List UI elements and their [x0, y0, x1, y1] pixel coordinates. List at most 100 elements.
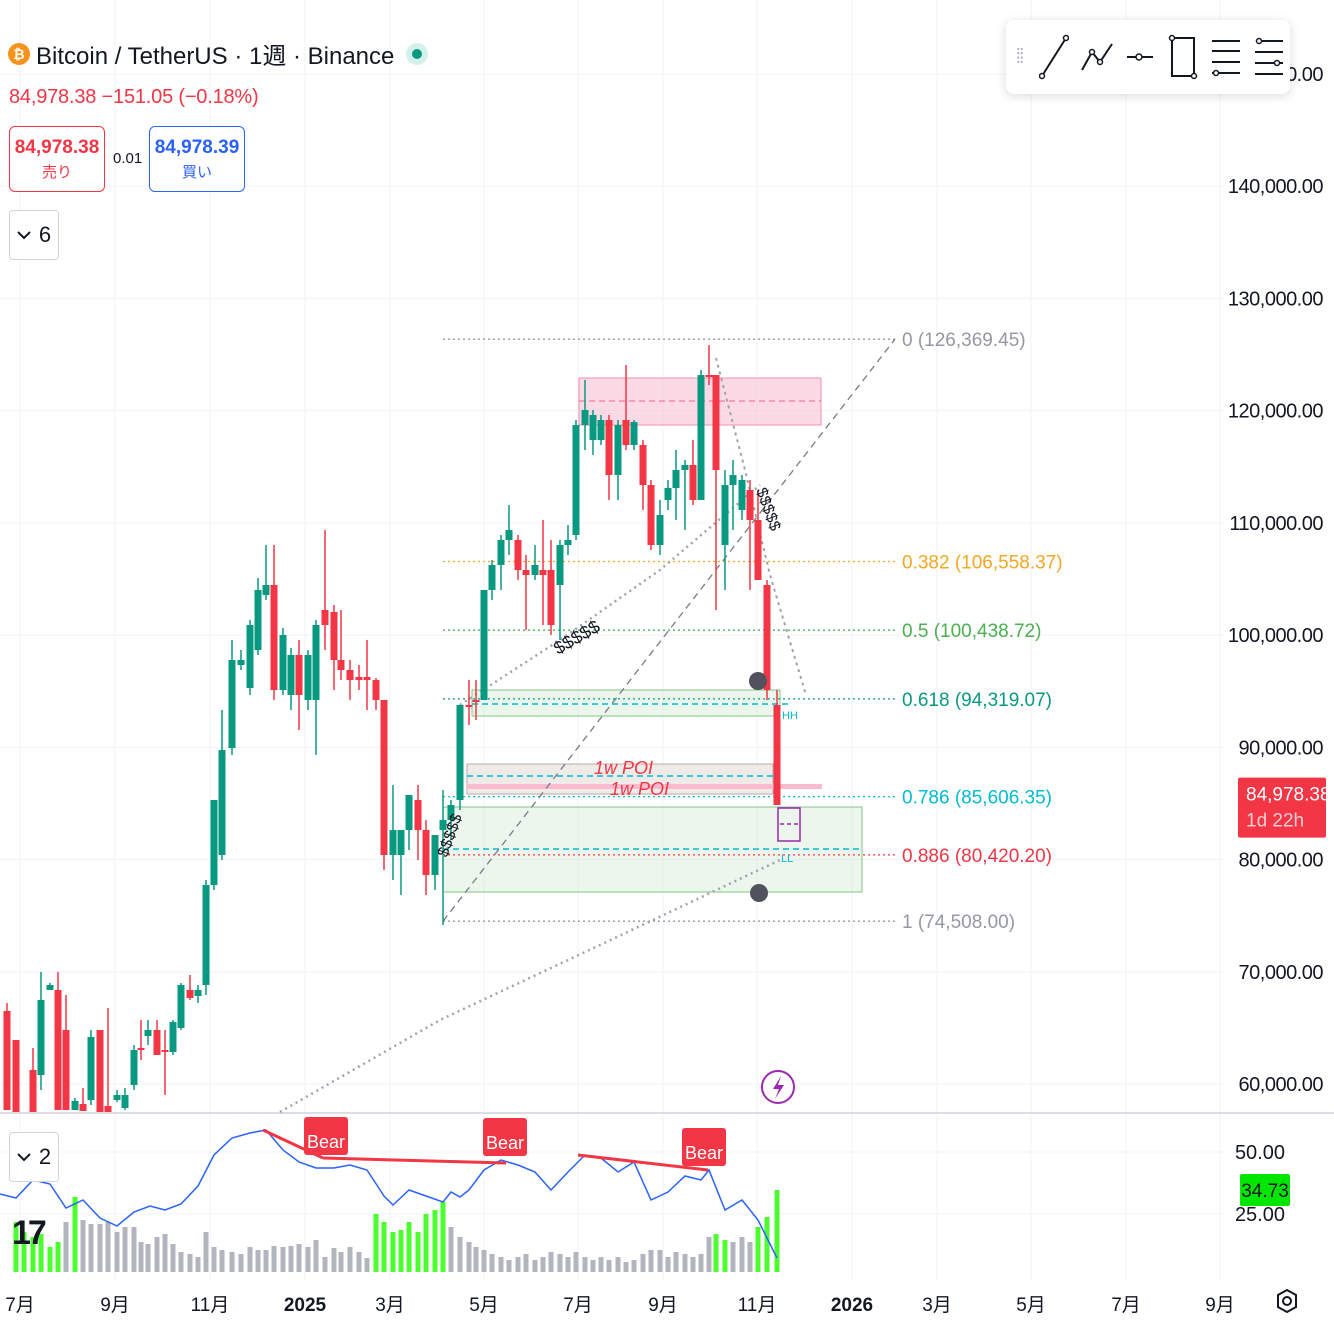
candle-body — [210, 800, 218, 885]
candle-body — [355, 677, 363, 680]
buy-button[interactable]: 84,978.39 買い — [149, 126, 245, 192]
alert-marker-icon[interactable] — [750, 884, 768, 902]
candle-body — [62, 1030, 70, 1110]
volume-bar — [722, 1240, 728, 1272]
market-open-icon — [406, 42, 429, 65]
volume-bar — [481, 1250, 487, 1272]
volume-bar — [713, 1234, 719, 1272]
candle-body — [113, 1095, 121, 1100]
volume-bar — [55, 1242, 61, 1272]
trend-line-icon[interactable] — [1032, 27, 1075, 87]
price-axis-label: 70,000.00 — [1239, 962, 1324, 984]
volume-bar — [466, 1242, 472, 1272]
volume-bar — [162, 1234, 168, 1272]
candle-body — [218, 750, 226, 855]
bear-tag-label: Bear — [486, 1133, 524, 1153]
volume-bar — [331, 1248, 337, 1272]
volume-bar — [698, 1254, 704, 1272]
time-axis-label: 7月 — [1111, 1295, 1141, 1316]
candle-body — [380, 700, 388, 855]
liquidity-trend-line — [279, 858, 781, 1114]
gear-icon[interactable] — [1274, 1288, 1300, 1314]
volume-bar — [203, 1232, 209, 1272]
indicators-collapse-button[interactable]: 6 — [9, 210, 59, 260]
buy-label: 買い — [181, 163, 212, 181]
volume-bar — [229, 1252, 235, 1272]
candle-body — [346, 670, 354, 680]
buy-price: 84,978.39 — [154, 136, 240, 158]
demand-zone — [442, 806, 863, 893]
sell-button[interactable]: 84,978.38 売り — [9, 126, 105, 192]
candle-body — [447, 805, 455, 820]
volume-bar — [338, 1252, 344, 1272]
candle-body — [153, 1030, 161, 1055]
candle-body — [721, 485, 729, 545]
volume-bar — [432, 1210, 438, 1272]
horizontal-ray-icon[interactable] — [1118, 27, 1161, 87]
time-axis-label: 5月 — [1016, 1295, 1046, 1316]
volume-bar — [105, 1222, 111, 1272]
volume-bar — [296, 1244, 302, 1272]
volume-bar — [631, 1260, 637, 1272]
candle-body — [37, 1000, 45, 1075]
volume-bar — [774, 1190, 780, 1272]
time-axis-label: 5月 — [469, 1295, 499, 1316]
candle-body — [754, 520, 762, 580]
candle-body — [304, 655, 312, 700]
candle-body — [488, 565, 496, 590]
drag-handle-icon[interactable]: ⁞⁞ — [1015, 45, 1024, 68]
volume-bar — [322, 1257, 328, 1272]
price-change: −151.05 (−0.18%) — [101, 86, 259, 108]
candle-body — [581, 410, 589, 425]
pane-indicators-collapse-button[interactable]: 2 — [9, 1132, 59, 1182]
poi-label: 1w POI — [610, 779, 669, 799]
candle-body — [321, 610, 329, 625]
bar-countdown-label: 1d 22h — [1246, 811, 1304, 832]
candle-body — [414, 800, 422, 830]
sell-price: 84,978.38 — [14, 136, 100, 158]
time-axis-label: 2025 — [284, 1295, 327, 1316]
candle-body — [597, 420, 605, 440]
candle-body — [465, 705, 473, 707]
candle-body — [480, 590, 488, 700]
volume-bar — [673, 1252, 679, 1272]
volume-bar — [131, 1227, 137, 1272]
price-axis-label: 60,000.00 — [1239, 1074, 1324, 1096]
rectangle-icon[interactable] — [1161, 27, 1204, 87]
fib-level-label: 0.786 (85,606.35) — [902, 788, 1052, 809]
candle-body — [456, 705, 464, 800]
path-icon[interactable] — [1075, 27, 1118, 87]
lightning-icon — [773, 1076, 784, 1099]
volume-bar — [154, 1237, 160, 1272]
symbol-legend[interactable]: ₿ Bitcoin / TetherUS · 1週 · Binance — [8, 36, 429, 71]
alert-marker-icon[interactable] — [749, 672, 767, 690]
volume-bar — [364, 1258, 370, 1272]
candle-body — [262, 585, 270, 595]
volume-bar — [356, 1252, 362, 1272]
volume-bar — [170, 1244, 176, 1272]
fib-extension-icon[interactable] — [1247, 27, 1290, 87]
current-price-label: 84,978.38 — [1246, 785, 1331, 806]
candle-body — [605, 420, 613, 475]
candle-body — [202, 885, 210, 985]
candle-body — [746, 490, 754, 520]
candle-body — [161, 1050, 169, 1052]
candle-body — [672, 470, 680, 488]
fib-retracement-icon[interactable] — [1204, 27, 1247, 87]
volume-bar — [211, 1247, 217, 1272]
volume-bar — [271, 1246, 277, 1272]
candle-body — [295, 655, 303, 695]
tradingview-logo[interactable]: 17 — [12, 1214, 47, 1252]
candle-body — [121, 1095, 129, 1108]
selected-range-box[interactable] — [777, 807, 801, 842]
volume-bar — [730, 1242, 736, 1272]
candle-body — [312, 625, 320, 700]
candle-body — [630, 422, 638, 445]
volume-bar — [648, 1250, 654, 1272]
last-price: 84,978.38 — [9, 86, 97, 108]
candle-body — [422, 830, 430, 875]
candle-body — [439, 820, 447, 830]
fib-level-label: 1 (74,508.00) — [902, 912, 1015, 933]
volume-bar — [606, 1260, 612, 1272]
